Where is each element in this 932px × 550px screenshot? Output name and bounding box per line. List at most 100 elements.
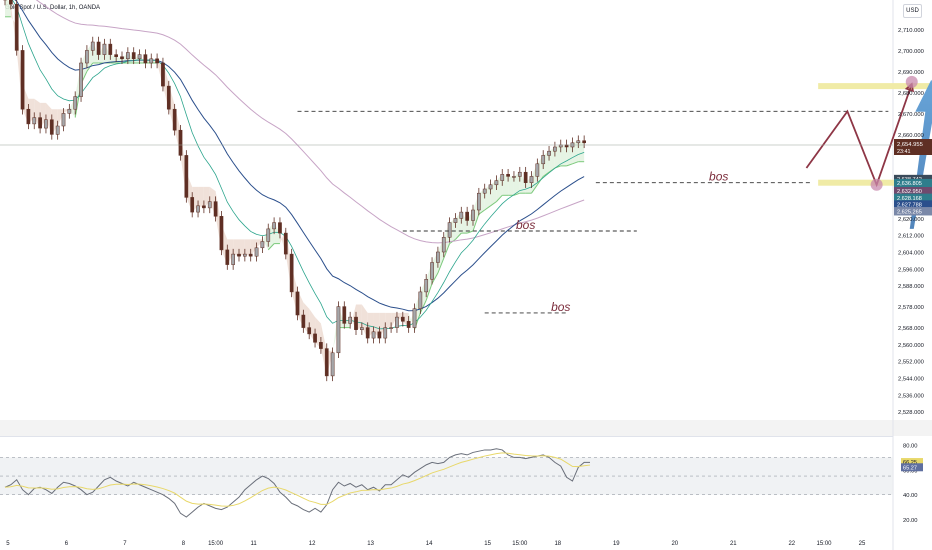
candle-body <box>38 117 42 129</box>
price-tick-label: 2,710.000 <box>898 28 924 34</box>
trail-segment <box>437 258 445 274</box>
candle <box>96 36 101 60</box>
candle <box>20 45 25 115</box>
price-tick-label: 2,560.000 <box>898 343 924 349</box>
candle-body <box>377 331 382 339</box>
trail-segment <box>431 272 439 284</box>
candle-body <box>254 247 259 257</box>
target-circle <box>905 75 918 88</box>
trail-segment <box>484 205 491 211</box>
candle <box>202 200 206 214</box>
candle-body <box>266 228 271 242</box>
price-label-value: 2,627.788 <box>897 203 922 209</box>
candle <box>213 196 218 222</box>
candle <box>32 112 37 130</box>
candle <box>506 169 510 182</box>
candle-body <box>161 62 165 87</box>
candle-body <box>278 222 282 234</box>
price-tick-label: 2,596.000 <box>898 267 924 273</box>
candle-body <box>26 108 31 125</box>
candle-body <box>155 58 159 64</box>
candle <box>272 217 276 235</box>
price-label-value: 2,628.168 <box>897 196 922 202</box>
candle-body <box>219 216 224 251</box>
candle-body <box>295 291 300 316</box>
candle-body <box>313 333 317 343</box>
candle <box>500 169 505 186</box>
candle-body <box>172 108 177 131</box>
candle <box>389 322 393 333</box>
candle-body <box>243 253 247 257</box>
candle-body <box>237 253 241 257</box>
pane-separator-line <box>0 436 893 437</box>
cloud-segment <box>513 172 520 196</box>
trail-segment <box>472 214 480 232</box>
candle <box>441 232 446 258</box>
candle <box>260 236 265 254</box>
candle <box>3 0 7 6</box>
candle-body <box>360 327 364 330</box>
candle-body <box>348 316 352 324</box>
price-axis: 2,710.000 2,700.000 2,690.000 2,680.000 2,67… <box>898 28 924 416</box>
candle <box>231 248 236 270</box>
candle-body <box>506 174 510 177</box>
price-tick-label: 2,544.000 <box>898 377 924 383</box>
candle <box>301 309 306 333</box>
candle <box>61 108 66 132</box>
cloud-segment <box>239 239 245 257</box>
candle-body <box>32 117 37 125</box>
trail-segment <box>572 161 579 165</box>
candle-body <box>20 50 25 110</box>
candle <box>517 166 522 182</box>
current-price-box <box>894 138 932 155</box>
candle <box>488 179 493 195</box>
price-label-box <box>894 200 932 209</box>
cloud-segment <box>578 140 585 162</box>
oscillator-tick-label: 20.00 <box>903 518 918 524</box>
bos-label: bos <box>516 218 535 232</box>
candle <box>377 326 382 344</box>
candle <box>477 187 481 216</box>
candle-body <box>108 43 113 55</box>
candle <box>547 145 551 161</box>
candle-body <box>272 222 276 230</box>
candle-body <box>494 180 499 186</box>
candle <box>14 0 19 56</box>
trail-segment <box>455 232 462 240</box>
candle <box>471 204 475 226</box>
candle-body <box>114 54 119 57</box>
candle <box>354 311 358 335</box>
price-label-box <box>894 193 932 203</box>
time-axis: 5 6 7 8 15:00 11 12 13 14 15 15:00 18 19 20 21 22 15:00 2… <box>6 541 866 547</box>
symbol-title: Gold Spot / U.S. Dollar, 1h, OANDA <box>5 5 101 11</box>
cloud-segment <box>233 239 239 257</box>
candle-body <box>166 85 171 110</box>
candle <box>447 217 452 243</box>
candle <box>184 150 189 203</box>
time-tick-label: 22 <box>788 541 795 547</box>
price-tick-label: 2,528.000 <box>898 410 924 416</box>
candle <box>424 274 429 298</box>
price-label-box <box>894 207 932 216</box>
candle-body <box>283 232 288 255</box>
candle-body <box>49 119 54 135</box>
candle <box>459 206 464 224</box>
candle-body <box>149 58 154 64</box>
candle-body <box>488 184 493 190</box>
price-label-value: 2,632.950 <box>897 189 922 195</box>
time-tick-label: 20 <box>671 541 678 547</box>
price-label-value: 2,625.265 <box>897 209 922 215</box>
candle-body <box>430 262 434 280</box>
candle <box>126 47 130 65</box>
candle-body <box>412 308 417 328</box>
currency-selector[interactable]: USD <box>903 4 922 18</box>
candle <box>79 57 83 102</box>
candle-body <box>178 129 183 156</box>
cloud-segment <box>63 109 70 114</box>
candle <box>190 192 195 218</box>
bos-label: bos <box>551 300 570 314</box>
candles <box>3 0 586 382</box>
cloud-segment <box>250 239 257 257</box>
candle <box>383 322 388 344</box>
